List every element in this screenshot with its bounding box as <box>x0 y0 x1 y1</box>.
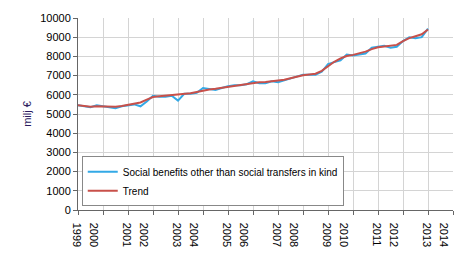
svg-text:2014: 2014 <box>438 223 450 247</box>
svg-text:2000: 2000 <box>88 223 100 247</box>
svg-text:8000: 8000 <box>46 50 70 62</box>
svg-text:10000: 10000 <box>40 12 71 24</box>
svg-text:2004: 2004 <box>188 223 200 247</box>
svg-text:2011: 2011 <box>371 223 383 247</box>
svg-text:2003: 2003 <box>171 223 183 247</box>
svg-text:2006: 2006 <box>238 223 250 247</box>
svg-text:2001: 2001 <box>121 223 133 247</box>
svg-text:2005: 2005 <box>221 223 233 247</box>
svg-text:6000: 6000 <box>46 89 70 101</box>
svg-text:Trend: Trend <box>123 186 149 197</box>
svg-text:4000: 4000 <box>46 127 70 139</box>
svg-text:1999: 1999 <box>71 223 83 247</box>
svg-text:2007: 2007 <box>271 223 283 247</box>
svg-text:Social benefits other than soc: Social benefits other than social transf… <box>123 167 338 178</box>
svg-text:9000: 9000 <box>46 31 70 43</box>
svg-text:5000: 5000 <box>46 108 70 120</box>
svg-text:7000: 7000 <box>46 69 70 81</box>
svg-text:2002: 2002 <box>138 223 150 247</box>
svg-text:3000: 3000 <box>46 146 70 158</box>
svg-text:2012: 2012 <box>388 223 400 247</box>
svg-text:milj €: milj € <box>21 101 33 127</box>
svg-text:2009: 2009 <box>321 223 333 247</box>
svg-text:2013: 2013 <box>421 223 433 247</box>
svg-text:2000: 2000 <box>46 165 70 177</box>
svg-text:1000: 1000 <box>46 185 70 197</box>
svg-text:0: 0 <box>65 204 71 216</box>
svg-text:2010: 2010 <box>338 223 350 247</box>
svg-text:2008: 2008 <box>288 223 300 247</box>
